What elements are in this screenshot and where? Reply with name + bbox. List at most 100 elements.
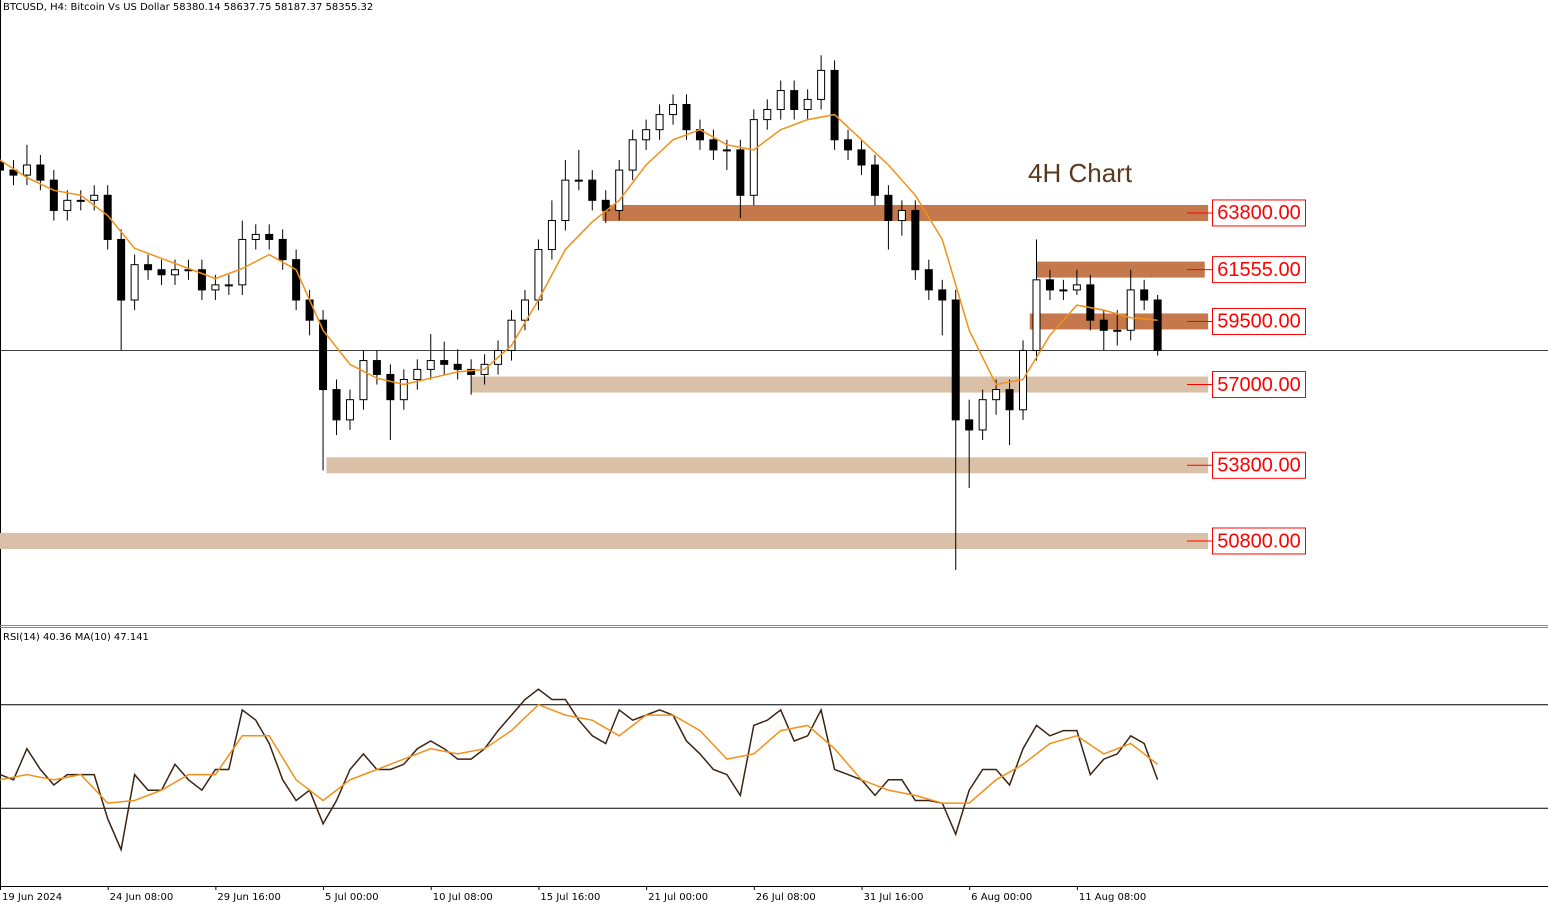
candle-body — [669, 103, 678, 116]
annotation: 4H Chart — [1028, 158, 1133, 188]
level-label-box — [1212, 451, 1306, 479]
candle-body — [844, 139, 853, 151]
x-tick-label: 19 Jun 2024 — [2, 892, 62, 903]
level-label-box — [1212, 256, 1306, 284]
moving-average — [0, 113, 1158, 386]
rsi-line — [0, 688, 1159, 853]
level-label: 57000.00 — [1217, 374, 1300, 396]
candle-body — [1005, 389, 1014, 411]
candle-body — [238, 238, 247, 286]
candle-body — [924, 269, 933, 291]
candle-body — [561, 179, 570, 222]
x-tick-label: 26 Jul 08:00 — [756, 892, 816, 903]
candle-body — [1113, 329, 1122, 332]
candle-body — [615, 169, 624, 211]
candle-body — [1140, 289, 1149, 301]
candle-body — [399, 378, 408, 401]
candle-body — [897, 209, 906, 222]
level-label: 59500.00 — [1217, 311, 1300, 333]
candle-body — [49, 179, 58, 211]
candle-body — [911, 209, 920, 271]
candle-body — [574, 179, 583, 182]
candle-body — [588, 179, 597, 201]
candle-body — [453, 363, 462, 370]
candle-body — [870, 164, 879, 196]
candle-body — [709, 139, 718, 151]
candle-body — [1086, 284, 1095, 321]
candle-body — [36, 164, 45, 181]
candle-body — [211, 284, 220, 291]
candle-body — [90, 194, 99, 201]
candle-body — [332, 389, 341, 421]
candle-body — [319, 319, 328, 391]
x-tick-label: 21 Jul 00:00 — [648, 892, 708, 903]
candle-body — [144, 264, 153, 271]
candle-body — [830, 69, 839, 141]
candle-body — [265, 233, 274, 240]
level-label: 61555.00 — [1217, 259, 1300, 281]
level-zone — [326, 457, 1209, 474]
candle-body — [520, 299, 529, 321]
x-tick-label: 5 Jul 00:00 — [325, 892, 379, 903]
candle-body — [534, 249, 543, 301]
candle-body — [965, 419, 974, 431]
level-zone — [1036, 261, 1205, 278]
x-tick-label: 11 Aug 08:00 — [1079, 892, 1146, 903]
candle-body — [790, 90, 799, 111]
candle-body — [76, 199, 85, 202]
candle-body — [467, 368, 476, 375]
candle-body — [386, 373, 395, 401]
candle-body — [992, 389, 1001, 401]
x-tick-label: 29 Jun 16:00 — [217, 892, 281, 903]
candle-body — [413, 368, 422, 380]
candle-body — [628, 139, 637, 171]
x-tick-label: 15 Jul 16:00 — [540, 892, 600, 903]
candle-body — [0, 161, 4, 171]
candle-body — [197, 269, 206, 291]
candle-body — [1153, 299, 1162, 351]
level-label-box — [1212, 307, 1306, 335]
candle-body — [305, 299, 314, 321]
candle-body — [763, 109, 772, 121]
candle-body — [547, 220, 556, 251]
candle-body — [224, 284, 233, 287]
candle-body — [426, 360, 435, 370]
level-label-box — [1212, 199, 1306, 227]
level-label: 53800.00 — [1217, 455, 1300, 477]
candle-body — [372, 360, 381, 375]
candle-body — [130, 264, 139, 301]
level-label-box — [1212, 371, 1306, 399]
candle-body — [170, 269, 179, 276]
candle-body — [22, 164, 31, 176]
x-tick-label: 10 Jul 08:00 — [433, 892, 493, 903]
candle-body — [803, 98, 812, 111]
candle-body — [117, 238, 126, 301]
x-tick-label: 24 Jun 08:00 — [110, 892, 174, 903]
level-zone — [0, 532, 1209, 549]
level-zone — [1029, 313, 1209, 330]
candle-body — [1126, 289, 1135, 331]
candle-body — [817, 69, 826, 100]
candle-body — [776, 90, 785, 111]
candle-body — [278, 238, 287, 261]
candle-body — [736, 149, 745, 196]
candle-body — [63, 199, 72, 211]
rsi-label: RSI(14) 40.36 MA(10) 47.141 — [3, 632, 149, 643]
candle-body — [1032, 279, 1041, 351]
candle-body — [938, 289, 947, 301]
candle-body — [345, 399, 354, 421]
plot-layer: 63800.00 61555.00 59500.00 57000.00 53800.00… — [0, 55, 1548, 903]
candle-body — [1059, 289, 1068, 292]
candle-body — [749, 119, 758, 196]
candle-body — [978, 399, 987, 431]
candle-body — [1045, 279, 1054, 291]
candle-body — [642, 129, 651, 141]
candle-body — [682, 103, 691, 131]
candle-body — [103, 194, 112, 240]
candle-body — [1072, 284, 1081, 291]
candle-body — [722, 149, 731, 152]
x-tick-label: 31 Jul 16:00 — [863, 892, 923, 903]
level-label: 63800.00 — [1217, 202, 1300, 224]
